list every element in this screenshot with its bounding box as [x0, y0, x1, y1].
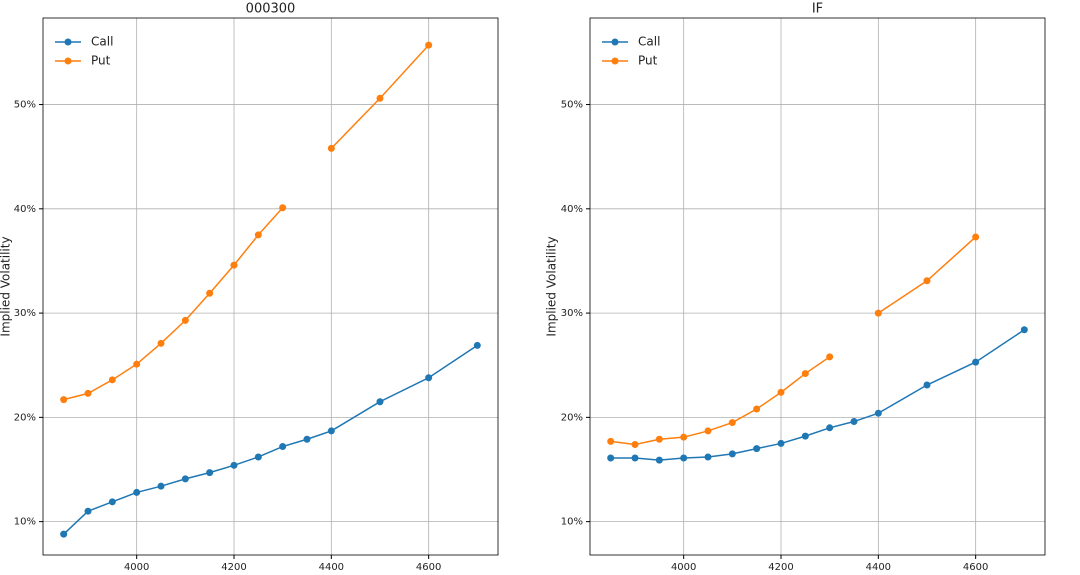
- point: [655, 435, 663, 443]
- point: [728, 450, 736, 458]
- y-tick-label: 20%: [561, 412, 583, 423]
- legend-label: Call: [638, 35, 660, 49]
- y-axis-label: Implied Volatility: [545, 236, 559, 336]
- chart-title: 000300: [246, 2, 296, 17]
- y-tick-label: 40%: [561, 204, 583, 215]
- plot-frame: [589, 17, 1046, 556]
- point: [279, 443, 287, 451]
- point: [157, 482, 165, 490]
- point: [728, 419, 736, 427]
- point: [680, 433, 688, 441]
- x-tick-label: 4000: [124, 562, 149, 573]
- y-tick-label: 30%: [14, 308, 36, 319]
- point: [303, 435, 311, 443]
- point: [826, 424, 834, 432]
- series-line: [610, 236, 977, 446]
- point: [850, 418, 858, 426]
- point: [874, 309, 882, 317]
- series-line: [63, 344, 478, 535]
- point: [108, 376, 116, 384]
- x-tick-label: 4400: [866, 562, 891, 573]
- point: [279, 204, 287, 212]
- point: [376, 94, 384, 102]
- point: [753, 405, 761, 413]
- point: [181, 316, 189, 324]
- legend-marker: [611, 38, 619, 46]
- point: [254, 231, 262, 239]
- plot-frame: [42, 17, 499, 556]
- x-tick-label: 4200: [221, 562, 246, 573]
- point: [801, 370, 809, 378]
- point: [826, 353, 834, 361]
- x-tick-label: 4400: [319, 562, 344, 573]
- point: [607, 454, 615, 462]
- point: [704, 427, 712, 435]
- point: [777, 439, 785, 447]
- point: [108, 498, 116, 506]
- point: [425, 374, 433, 382]
- point: [972, 233, 980, 241]
- y-tick-label: 30%: [561, 308, 583, 319]
- point: [473, 341, 481, 349]
- x-tick-label: 4200: [768, 562, 793, 573]
- point: [206, 469, 214, 477]
- point: [607, 437, 615, 445]
- point: [60, 396, 68, 404]
- point: [680, 454, 688, 462]
- legend-label: Put: [91, 54, 111, 68]
- y-tick-label: 50%: [561, 100, 583, 111]
- point: [655, 456, 663, 464]
- point: [157, 339, 165, 347]
- x-tick-label: 4600: [416, 562, 441, 573]
- x-tick-label: 4000: [671, 562, 696, 573]
- point: [753, 445, 761, 453]
- point: [376, 398, 384, 406]
- point: [923, 277, 931, 285]
- legend-marker: [64, 38, 72, 46]
- point: [84, 389, 92, 397]
- point: [874, 409, 882, 417]
- legend-label: Put: [638, 54, 658, 68]
- point: [631, 454, 639, 462]
- point: [777, 388, 785, 396]
- point: [425, 41, 433, 49]
- series-line: [610, 329, 1025, 461]
- legend-label: Call: [91, 35, 113, 49]
- x-tick-label: 4600: [963, 562, 988, 573]
- y-axis-label: Implied Volatility: [0, 236, 13, 336]
- point: [230, 261, 238, 269]
- point: [60, 530, 68, 538]
- point: [631, 440, 639, 448]
- point: [133, 360, 141, 368]
- point: [923, 381, 931, 389]
- point: [801, 432, 809, 440]
- series-line: [63, 44, 430, 401]
- point: [1020, 326, 1028, 334]
- y-tick-label: 20%: [14, 412, 36, 423]
- point: [254, 453, 262, 461]
- point: [972, 358, 980, 366]
- point: [84, 507, 92, 515]
- y-tick-label: 10%: [14, 517, 36, 528]
- point: [230, 461, 238, 469]
- y-tick-label: 50%: [14, 100, 36, 111]
- point: [133, 488, 141, 496]
- point: [206, 289, 214, 297]
- y-tick-label: 40%: [14, 204, 36, 215]
- y-tick-label: 10%: [561, 517, 583, 528]
- point: [327, 144, 335, 152]
- point: [704, 453, 712, 461]
- chart-title: IF: [812, 2, 823, 17]
- point: [327, 427, 335, 435]
- legend-marker: [64, 57, 72, 65]
- point: [181, 475, 189, 483]
- legend-marker: [611, 57, 619, 65]
